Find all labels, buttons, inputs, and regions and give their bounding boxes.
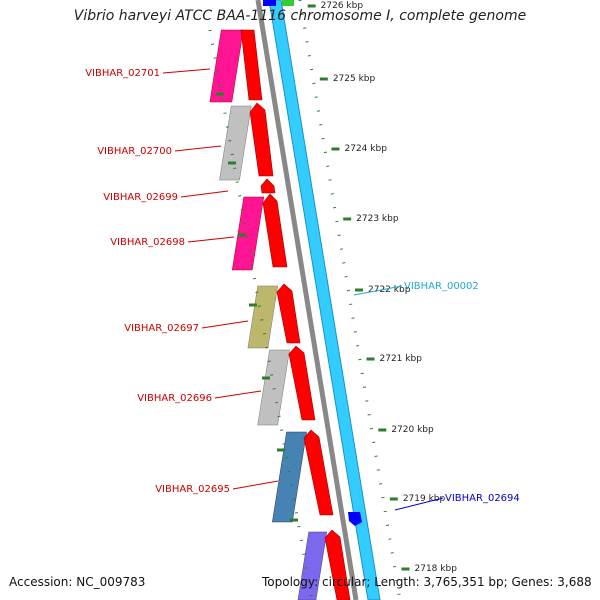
ruler-tick-label: 2720 kbp <box>391 425 434 435</box>
accession-text: Accession: NC_009783 <box>9 575 146 589</box>
gene-label[interactable]: VIBHAR_02697 <box>124 323 199 334</box>
gene-block-02697[interactable] <box>247 285 278 349</box>
gene-label-leader <box>214 390 262 399</box>
red-arrow-2[interactable] <box>249 102 274 177</box>
gene-label[interactable]: VIBHAR_02695 <box>155 484 230 495</box>
ruler-tick-label: 2726 kbp <box>321 1 364 11</box>
gene-label-leader <box>394 497 444 511</box>
topology-text: Topology: circular; Length: 3,765,351 bp… <box>262 575 592 589</box>
gene-label[interactable]: VIBHAR_02698 <box>110 237 185 248</box>
gene-block-02698[interactable] <box>231 196 265 271</box>
right-gene-labels: VIBHAR_00002 VIBHAR_02694 <box>353 281 520 511</box>
ruler-tick-label: 2724 kbp <box>345 144 388 154</box>
backbone-line <box>255 0 359 600</box>
red-arrow-7[interactable] <box>303 429 334 516</box>
gene-label-leader <box>201 320 249 329</box>
gene-block-02695[interactable] <box>272 431 307 523</box>
gene-label-leader <box>187 236 235 243</box>
gene-label-leader <box>180 190 229 198</box>
ruler-ticks: 2726 kbp 2725 kbp 2724 kbp 2723 kbp 2722 kbp… <box>307 1 458 574</box>
gene-label[interactable]: VIBHAR_02699 <box>103 192 178 203</box>
page-title: Vibrio harveyi ATCC BAA-1116 chromosome … <box>73 8 527 24</box>
gene-block-02700[interactable] <box>219 105 252 181</box>
gene-label-leader <box>162 68 211 74</box>
ruler-dots-right <box>298 0 402 600</box>
ruler-tick-label: 2725 kbp <box>333 74 376 84</box>
gene-block-02696[interactable] <box>257 349 290 426</box>
gene-label[interactable]: VIBHAR_02701 <box>85 68 160 79</box>
gene-label[interactable]: VIBHAR_02696 <box>137 393 212 404</box>
left-tick-marks <box>216 92 298 522</box>
ruler-tick-label: 2719 kbp <box>403 494 446 504</box>
gene-label[interactable]: VIBHAR_00002 <box>404 281 479 292</box>
red-arrow-4[interactable] <box>262 193 288 268</box>
blue-feature-02694[interactable] <box>348 512 362 526</box>
red-arrow-8[interactable] <box>324 529 351 600</box>
blue-feature-top <box>263 0 276 6</box>
ruler-tick-label: 2718 kbp <box>415 564 458 574</box>
red-arrows <box>240 29 351 600</box>
gene-label[interactable]: VIBHAR_02700 <box>97 146 172 157</box>
red-arrow-3[interactable] <box>260 178 276 194</box>
green-feature-top <box>282 0 294 6</box>
gene-block-02701[interactable] <box>209 29 244 103</box>
red-arrow-1[interactable] <box>240 29 263 101</box>
ruler-tick-label: 2722 kbp <box>368 285 411 295</box>
red-arrow-5[interactable] <box>276 283 301 344</box>
gene-label-leader <box>174 145 222 152</box>
gene-label-leader <box>353 285 403 296</box>
cyan-feature-band <box>268 0 381 600</box>
left-gene-labels: VIBHAR_02701 VIBHAR_02700 VIBHAR_02699 VIBH… <box>85 68 279 495</box>
gene-label-leader <box>232 480 279 490</box>
ruler-tick-label: 2721 kbp <box>380 354 423 364</box>
gene-label[interactable]: VIBHAR_02694 <box>445 493 520 504</box>
gene-block-purple[interactable] <box>297 531 328 600</box>
ruler-tick-label: 2723 kbp <box>356 214 399 224</box>
red-arrow-6[interactable] <box>288 345 316 421</box>
